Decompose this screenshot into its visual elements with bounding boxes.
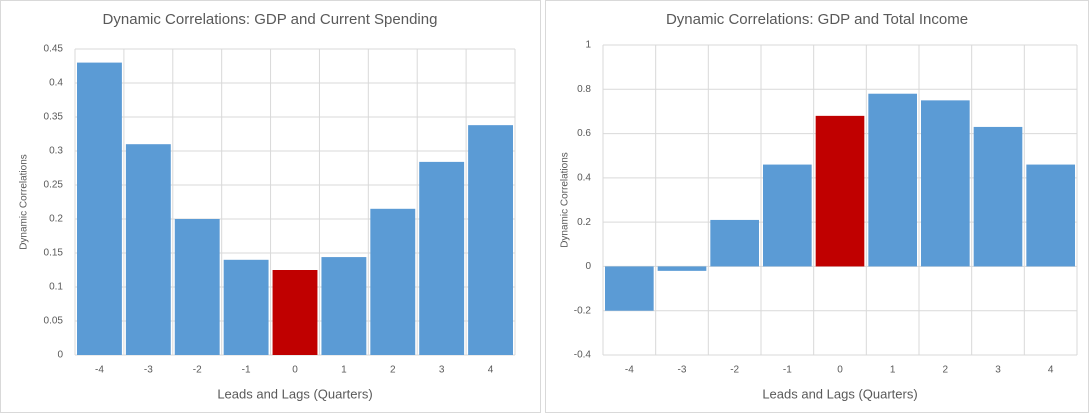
- bar: [815, 115, 865, 267]
- y-axis-title: Dynamic Correlations: [19, 154, 30, 250]
- bar: [468, 125, 513, 355]
- x-tick-label: 1: [341, 365, 347, 376]
- x-tick-label: 2: [943, 365, 949, 376]
- y-tick-label: 0.2: [577, 217, 591, 228]
- chart-title: Dynamic Correlations: GDP and Total Inco…: [666, 11, 968, 28]
- bar: [419, 161, 465, 355]
- y-tick-label: 0.45: [44, 44, 64, 55]
- bar: [657, 266, 707, 271]
- bar: [174, 219, 220, 355]
- x-tick-label: -3: [678, 365, 687, 376]
- chart: -0.4 -0.2 0 0.2 0.4 0.6 0.8 1 -4 -3 -2 -1 0 1 2 3 4 Dynam…: [545, 0, 1089, 413]
- y-tick-label: 0.05: [44, 316, 64, 327]
- y-tick-label: 1: [585, 40, 591, 51]
- y-tick-label: 0.4: [577, 172, 591, 183]
- x-tick-label: -1: [783, 365, 792, 376]
- y-tick-label: 0.35: [44, 112, 64, 123]
- bar: [125, 144, 171, 355]
- y-axis-title: Dynamic Correlations: [560, 152, 571, 248]
- x-tick-label: -2: [193, 365, 202, 376]
- x-axis-title: Leads and Lags (Quarters): [217, 386, 372, 401]
- y-tick-label: 0.4: [49, 78, 63, 89]
- bar: [605, 266, 654, 311]
- y-tick-label: 0.3: [49, 146, 63, 157]
- bar: [321, 257, 367, 355]
- bar: [77, 62, 122, 355]
- y-tick-label: 0.2: [49, 214, 63, 225]
- x-tick-label: 0: [837, 365, 843, 376]
- y-tick-label: 0.1: [49, 282, 63, 293]
- y-tick-label: 0.8: [577, 84, 591, 95]
- bar: [223, 259, 269, 355]
- x-tick-label: -1: [242, 365, 251, 376]
- bar: [272, 270, 318, 355]
- x-tick-label: 3: [439, 365, 445, 376]
- x-tick-label: -4: [625, 365, 634, 376]
- bar: [921, 100, 970, 267]
- chart: 0 0.05 0.1 0.15 0.2 0.25 0.3 0.35 0.4 0.45 -4 -3 -2 -…: [0, 0, 541, 413]
- x-tick-label: 4: [1048, 365, 1054, 376]
- y-tick-label: 0.25: [44, 180, 64, 191]
- x-axis-title: Leads and Lags (Quarters): [762, 386, 917, 401]
- x-tick-label: 4: [488, 365, 494, 376]
- bar: [370, 208, 416, 355]
- x-tick-label: 0: [292, 365, 298, 376]
- x-tick-label: 2: [390, 365, 396, 376]
- bar: [763, 164, 812, 267]
- x-tick-label: -4: [95, 365, 104, 376]
- bar: [868, 93, 917, 267]
- y-tick-label: 0.15: [44, 248, 64, 259]
- y-tick-label: -0.2: [574, 305, 592, 316]
- y-tick-label: 0: [57, 350, 63, 361]
- chart-title: Dynamic Correlations: GDP and Current Sp…: [103, 11, 438, 28]
- x-tick-label: 3: [995, 365, 1001, 376]
- x-tick-label: -2: [730, 365, 739, 376]
- y-tick-label: 0.6: [577, 128, 591, 139]
- bar: [1026, 164, 1075, 267]
- y-tick-label: 0: [585, 261, 591, 272]
- x-tick-label: -3: [144, 365, 153, 376]
- y-tick-label: -0.4: [574, 350, 592, 361]
- bar: [973, 126, 1023, 267]
- x-tick-label: 1: [890, 365, 896, 376]
- bar: [710, 219, 759, 267]
